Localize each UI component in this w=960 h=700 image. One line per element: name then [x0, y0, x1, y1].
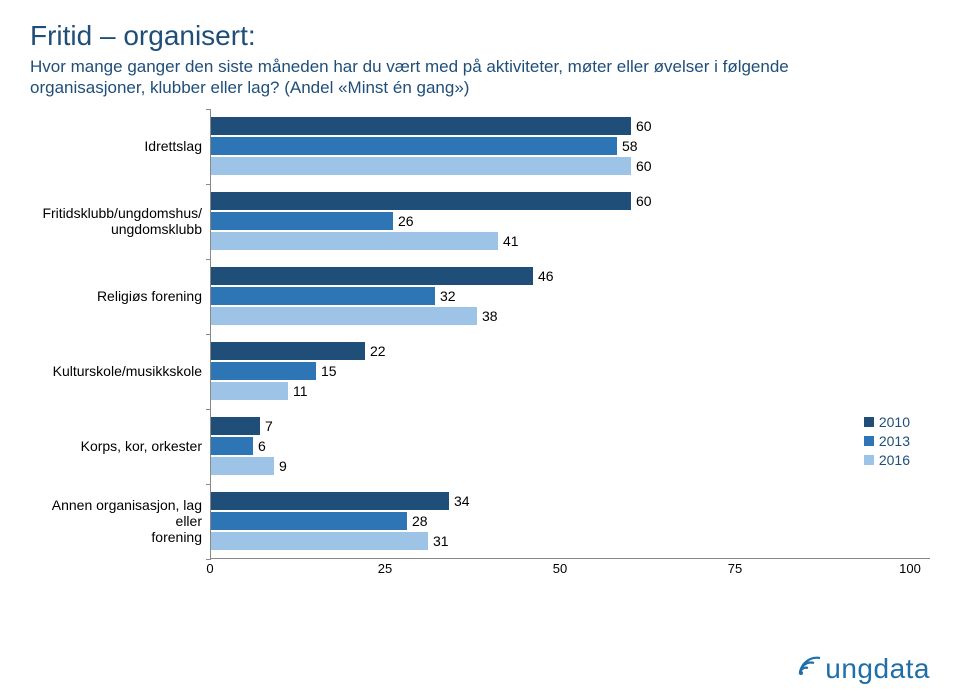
bar	[211, 437, 253, 455]
category-label: Fritidsklubb/ungdomshus/ ungdomsklubb	[30, 184, 210, 259]
bar-row: 46	[211, 267, 930, 285]
legend-swatch	[864, 436, 874, 446]
bar-value-label: 9	[279, 458, 287, 474]
bar-row: 11	[211, 382, 930, 400]
wifi-icon	[797, 653, 823, 685]
bar	[211, 212, 393, 230]
x-tick-label: 100	[899, 561, 921, 576]
bar	[211, 232, 498, 250]
x-tick-label: 75	[728, 561, 742, 576]
bar	[211, 287, 435, 305]
bar-row: 15	[211, 362, 930, 380]
bar-value-label: 41	[503, 233, 519, 249]
bar	[211, 492, 449, 510]
bar	[211, 157, 631, 175]
bar-value-label: 46	[538, 268, 554, 284]
bar-value-label: 28	[412, 513, 428, 529]
bar-chart: IdrettslagFritidsklubb/ungdomshus/ ungdo…	[30, 109, 930, 581]
x-axis: 0255075100	[210, 559, 910, 581]
category-label: Kulturskole/musikkskole	[30, 334, 210, 409]
bar-row: 60	[211, 192, 930, 210]
legend-item: 2013	[864, 433, 910, 449]
bar-group: 60 26 41	[211, 184, 930, 259]
bar-value-label: 22	[370, 343, 386, 359]
legend-label: 2010	[879, 414, 910, 430]
bar	[211, 342, 365, 360]
bar	[211, 307, 477, 325]
bar-group: 60 58 60	[211, 109, 930, 184]
bar	[211, 382, 288, 400]
x-tick-label: 0	[206, 561, 213, 576]
bar	[211, 192, 631, 210]
page-subtitle: Hvor mange ganger den siste måneden har …	[30, 56, 850, 99]
legend: 2010 2013 2016	[864, 414, 910, 471]
bar-row: 7	[211, 417, 930, 435]
category-label: Annen organisasjon, lag eller forening	[30, 484, 210, 559]
bar-row: 58	[211, 137, 930, 155]
bar-row: 9	[211, 457, 930, 475]
bar-row: 34	[211, 492, 930, 510]
logo-text: ungdata	[825, 653, 930, 685]
category-label: Korps, kor, orkester	[30, 409, 210, 484]
bar-value-label: 60	[636, 193, 652, 209]
legend-label: 2016	[879, 452, 910, 468]
bar-row: 60	[211, 157, 930, 175]
legend-label: 2013	[879, 433, 910, 449]
bar-row: 60	[211, 117, 930, 135]
bar-row: 41	[211, 232, 930, 250]
bar	[211, 362, 316, 380]
bar-row: 28	[211, 512, 930, 530]
bar-row: 38	[211, 307, 930, 325]
legend-item: 2016	[864, 452, 910, 468]
bar	[211, 137, 617, 155]
bar-value-label: 31	[433, 533, 449, 549]
legend-swatch	[864, 455, 874, 465]
bar	[211, 417, 260, 435]
legend-swatch	[864, 417, 874, 427]
bar	[211, 117, 631, 135]
bar-value-label: 38	[482, 308, 498, 324]
bar-group: 46 32 38	[211, 259, 930, 334]
bar-value-label: 58	[622, 138, 638, 154]
bar-group: 22 15 11	[211, 334, 930, 409]
bar-row: 32	[211, 287, 930, 305]
y-axis-labels: IdrettslagFritidsklubb/ungdomshus/ ungdo…	[30, 109, 210, 559]
bar-value-label: 60	[636, 158, 652, 174]
bar-row: 22	[211, 342, 930, 360]
x-tick-label: 25	[378, 561, 392, 576]
plot-area: 60 58 60 60 26 41 46 32 38 22 15 11 7 69 34 28 31	[210, 109, 930, 559]
bar-value-label: 7	[265, 418, 273, 434]
ungdata-logo: ungdata	[797, 653, 930, 685]
bar	[211, 457, 274, 475]
bar-value-label: 26	[398, 213, 414, 229]
page-title: Fritid – organisert:	[30, 20, 930, 52]
category-label: Religiøs forening	[30, 259, 210, 334]
bar	[211, 267, 533, 285]
bar-value-label: 15	[321, 363, 337, 379]
bar-row: 26	[211, 212, 930, 230]
legend-item: 2010	[864, 414, 910, 430]
bar-value-label: 34	[454, 493, 470, 509]
x-tick-label: 50	[553, 561, 567, 576]
bar	[211, 532, 428, 550]
bar-value-label: 6	[258, 438, 266, 454]
bar-value-label: 32	[440, 288, 456, 304]
bar-row: 31	[211, 532, 930, 550]
bar-row: 6	[211, 437, 930, 455]
bar-group: 34 28 31	[211, 484, 930, 559]
category-label: Idrettslag	[30, 109, 210, 184]
bar-group: 7 69	[211, 409, 930, 484]
bar-value-label: 60	[636, 118, 652, 134]
bar-value-label: 11	[293, 383, 308, 399]
bar	[211, 512, 407, 530]
